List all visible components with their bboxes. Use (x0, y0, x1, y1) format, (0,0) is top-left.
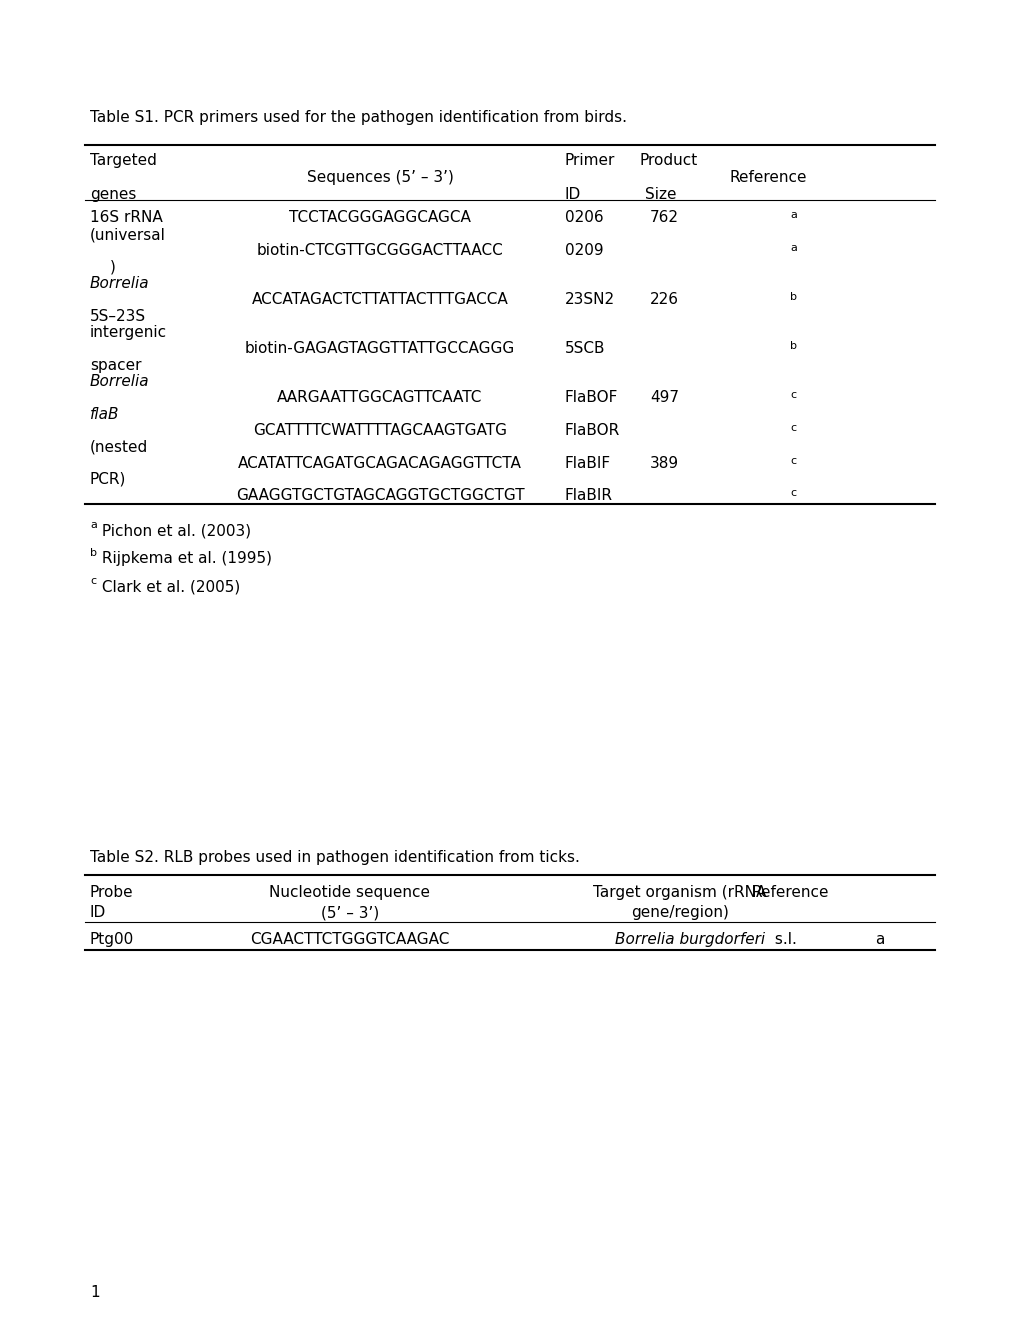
Text: PCR): PCR) (90, 473, 126, 487)
Text: 0209: 0209 (565, 243, 603, 257)
Text: genes: genes (90, 187, 137, 202)
Text: (nested: (nested (90, 440, 148, 455)
Text: spacer: spacer (90, 358, 142, 374)
Text: b: b (90, 548, 97, 558)
Text: a: a (790, 243, 796, 253)
Text: flaB: flaB (90, 407, 119, 422)
Text: Size: Size (644, 187, 676, 202)
Text: Borrelia: Borrelia (90, 276, 150, 290)
Text: a: a (874, 932, 883, 946)
Text: Sequences (5’ – 3’): Sequences (5’ – 3’) (307, 170, 453, 185)
Text: GCATTTTCWATTTTAGCAAGTGATG: GCATTTTCWATTTTAGCAAGTGATG (253, 422, 506, 438)
Text: ID: ID (90, 906, 106, 920)
Text: 0206: 0206 (565, 210, 603, 224)
Text: 5SCB: 5SCB (565, 341, 605, 356)
Text: Rijpkema et al. (1995): Rijpkema et al. (1995) (97, 550, 272, 566)
Text: 762: 762 (649, 210, 679, 224)
Text: 1: 1 (90, 1284, 100, 1300)
Text: b: b (790, 292, 796, 302)
Text: Table S2. RLB probes used in pathogen identification from ticks.: Table S2. RLB probes used in pathogen id… (90, 850, 580, 865)
Text: c: c (790, 389, 796, 400)
Text: 23SN2: 23SN2 (565, 292, 614, 308)
Text: 5S–23S: 5S–23S (90, 309, 146, 323)
Text: 226: 226 (649, 292, 679, 308)
Text: CGAACTTCTGGGTCAAGAC: CGAACTTCTGGGTCAAGAC (250, 932, 449, 946)
Text: s.l.: s.l. (769, 932, 796, 946)
Text: FlaBIR: FlaBIR (565, 488, 612, 503)
Text: a: a (790, 210, 796, 220)
Text: 497: 497 (649, 389, 679, 405)
Text: c: c (790, 422, 796, 433)
Text: Primer: Primer (565, 153, 614, 168)
Text: ACCATAGACTCTTATTACTTTGACCA: ACCATAGACTCTTATTACTTTGACCA (252, 292, 507, 308)
Text: Borrelia burgdorferi: Borrelia burgdorferi (614, 932, 764, 946)
Text: Pichon et al. (2003): Pichon et al. (2003) (97, 523, 251, 539)
Text: Table S1. PCR primers used for the pathogen identification from birds.: Table S1. PCR primers used for the patho… (90, 110, 627, 125)
Text: GAAGGTGCTGTAGCAGGTGCTGGCTGT: GAAGGTGCTGTAGCAGGTGCTGGCTGT (235, 488, 524, 503)
Text: ACATATTCAGATGCAGACAGAGGTTCTA: ACATATTCAGATGCAGACAGAGGTTCTA (237, 455, 522, 471)
Text: (universal: (universal (90, 227, 166, 242)
Text: a: a (90, 520, 97, 531)
Text: 389: 389 (649, 455, 679, 471)
Text: c: c (790, 488, 796, 498)
Text: FlaBOF: FlaBOF (565, 389, 618, 405)
Text: Product: Product (639, 153, 698, 168)
Text: ID: ID (565, 187, 581, 202)
Text: 16S rRNA: 16S rRNA (90, 210, 163, 224)
Text: Nucleotide sequence: Nucleotide sequence (269, 884, 430, 900)
Text: ): ) (110, 260, 116, 275)
Text: (5’ – 3’): (5’ – 3’) (321, 906, 379, 920)
Text: Ptg00: Ptg00 (90, 932, 135, 946)
Text: gene/region): gene/region) (631, 906, 729, 920)
Text: b: b (790, 341, 796, 351)
Text: Reference: Reference (751, 884, 828, 900)
Text: Reference: Reference (730, 170, 807, 185)
Text: c: c (790, 455, 796, 466)
Text: AARGAATTGGCAGTTCAATC: AARGAATTGGCAGTTCAATC (277, 389, 482, 405)
Text: FlaBIF: FlaBIF (565, 455, 610, 471)
Text: Probe: Probe (90, 884, 133, 900)
Text: c: c (90, 576, 96, 586)
Text: biotin-GAGAGTAGGTTATTGCCAGGG: biotin-GAGAGTAGGTTATTGCCAGGG (245, 341, 515, 356)
Text: Targeted: Targeted (90, 153, 157, 168)
Text: Borrelia: Borrelia (90, 374, 150, 389)
Text: Clark et al. (2005): Clark et al. (2005) (97, 579, 240, 594)
Text: TCCTACGGGAGGCAGCA: TCCTACGGGAGGCAGCA (288, 210, 471, 224)
Text: biotin-CTCGTTGCGGGACTTAACC: biotin-CTCGTTGCGGGACTTAACC (257, 243, 503, 257)
Text: Target organism (rRNA: Target organism (rRNA (593, 884, 766, 900)
Text: FlaBOR: FlaBOR (565, 422, 620, 438)
Text: intergenic: intergenic (90, 325, 167, 341)
